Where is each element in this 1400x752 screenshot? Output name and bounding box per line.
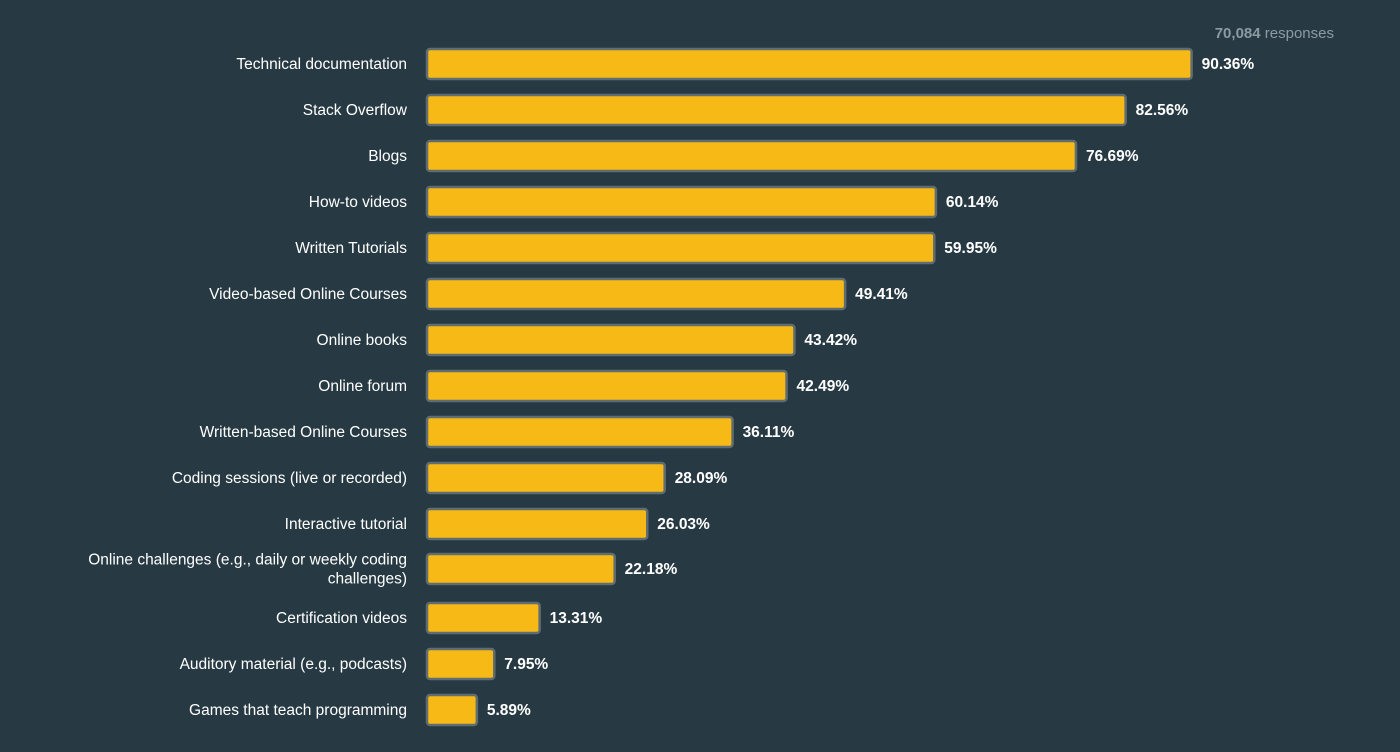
bar [425,507,649,541]
category-label: Video-based Online Courses [209,286,407,303]
value-label: 82.56% [1136,102,1189,119]
value-label: 7.95% [504,656,548,673]
category-label: Interactive tutorial [285,516,407,533]
bar [425,139,1078,173]
value-label: 26.03% [657,516,710,533]
value-label: 5.89% [487,702,531,719]
value-label: 13.31% [550,610,603,627]
category-label: challenges) [328,571,407,588]
value-label: 49.41% [855,286,908,303]
category-label: How-to videos [309,194,407,211]
bar [425,601,541,635]
value-label: 36.11% [743,424,795,441]
responses-number: 70,084 [1214,25,1261,42]
category-label: Technical documentation [236,56,407,73]
value-label: 42.49% [797,378,850,395]
category-label: Written Tutorials [295,240,407,257]
value-label: 28.09% [675,470,728,487]
bar [425,185,938,219]
value-label: 43.42% [804,332,857,349]
category-label: Online forum [318,378,407,395]
bar [425,415,734,449]
bar [425,47,1193,81]
category-label: Written-based Online Courses [200,424,408,441]
category-label: Coding sessions (live or recorded) [172,470,407,487]
bar [425,93,1127,127]
bar [425,647,496,681]
category-label: Auditory material (e.g., podcasts) [180,656,407,673]
value-label: 59.95% [944,240,997,257]
value-label: 22.18% [625,561,678,578]
category-label: Stack Overflow [303,102,408,119]
bar [425,552,616,586]
category-label: Games that teach programming [189,702,407,719]
value-label: 60.14% [946,194,999,211]
bar [425,277,847,311]
value-label: 76.69% [1086,148,1139,165]
category-label: Certification videos [276,610,407,627]
bar [425,369,788,403]
bar [425,231,936,265]
bar [425,693,479,727]
responses-count: 70,084 responses [1215,25,1334,42]
value-label: 90.36% [1202,56,1255,73]
category-label: Online challenges (e.g., daily or weekly… [88,552,407,569]
responses-label: responses [1264,25,1334,42]
category-label: Online books [317,332,408,349]
category-label: Blogs [368,148,407,165]
bar [425,323,796,357]
bar [425,461,666,495]
